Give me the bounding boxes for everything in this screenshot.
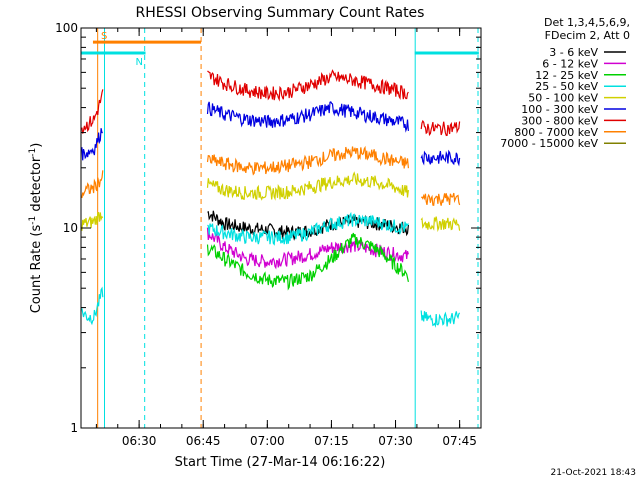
flag-bars: SN bbox=[81, 31, 479, 68]
y-axis-label-end: ) bbox=[29, 143, 44, 148]
legend-header-line-1: Det 1,3,4,5,6,9, bbox=[544, 16, 630, 29]
series-line-6 bbox=[420, 119, 461, 137]
y-axis-label-superscript-2: -1 bbox=[28, 148, 38, 157]
series-line-5 bbox=[420, 149, 461, 167]
y-axis-label-superscript-1: -1 bbox=[28, 216, 38, 225]
series-line-3 bbox=[81, 286, 104, 326]
y-tick-label: 1 bbox=[70, 421, 78, 435]
x-tick-label: 06:30 bbox=[122, 434, 157, 448]
legend-label: 25 - 50 keV bbox=[535, 80, 598, 93]
y-axis-label-main: Count Rate (s bbox=[29, 225, 44, 314]
series-line-6 bbox=[207, 69, 409, 102]
x-tick-label: 07:15 bbox=[314, 434, 349, 448]
timestamp: 21-Oct-2021 18:43 bbox=[551, 468, 636, 478]
series-line-5 bbox=[206, 101, 409, 133]
legend-label: 3 - 6 keV bbox=[549, 46, 598, 59]
series-group bbox=[81, 69, 461, 328]
legend-header-line-2: FDecim 2, Att 0 bbox=[545, 29, 630, 42]
legend-label: 100 - 300 keV bbox=[521, 103, 598, 116]
series-line-3 bbox=[207, 211, 409, 246]
series-line-1 bbox=[206, 227, 409, 270]
y-tick-label: 10 bbox=[63, 221, 78, 235]
x-tick-label: 06:45 bbox=[186, 434, 221, 448]
x-axis-label: Start Time (27-Mar-14 06:16:22) bbox=[175, 455, 386, 470]
chart-title: RHESSI Observing Summary Count Rates bbox=[136, 5, 425, 21]
series-line-4 bbox=[81, 211, 104, 231]
x-tick-label: 07:00 bbox=[250, 434, 285, 448]
x-tick-label: 07:45 bbox=[442, 434, 477, 448]
y-axis-label: Count Rate (s-1 detector-1) bbox=[28, 143, 44, 314]
legend-label: 12 - 25 keV bbox=[535, 69, 598, 82]
y-axis-ticks: 1 10 100 bbox=[55, 21, 481, 435]
x-axis-ticks: 06:30 06:45 07:00 07:15 07:30 07:45 bbox=[95, 28, 482, 448]
series-line-4 bbox=[420, 216, 461, 233]
series-line-3 bbox=[420, 310, 461, 328]
legend-label: 800 - 7000 keV bbox=[514, 126, 598, 139]
flag-label: N bbox=[136, 57, 143, 68]
legend-label: 6 - 12 keV bbox=[542, 57, 598, 70]
time-markers bbox=[97, 28, 479, 428]
y-tick-label: 100 bbox=[55, 21, 78, 35]
series-line-7 bbox=[421, 192, 461, 207]
legend-label: 7000 - 15000 keV bbox=[500, 137, 598, 150]
series-line-2 bbox=[206, 232, 409, 291]
y-axis-label-middle: detector bbox=[29, 156, 44, 216]
x-tick-label: 07:30 bbox=[378, 434, 413, 448]
legend-label: 300 - 800 keV bbox=[521, 114, 598, 127]
series-line-7 bbox=[81, 170, 104, 199]
legend-label: 50 - 100 keV bbox=[528, 92, 598, 105]
series-line-6 bbox=[81, 89, 104, 134]
legend-header: Det 1,3,4,5,6,9, FDecim 2, Att 0 bbox=[544, 16, 630, 42]
series-line-5 bbox=[81, 128, 103, 161]
series-line-7 bbox=[206, 145, 409, 176]
flag-label: S bbox=[101, 31, 107, 42]
series-line-4 bbox=[206, 171, 409, 201]
